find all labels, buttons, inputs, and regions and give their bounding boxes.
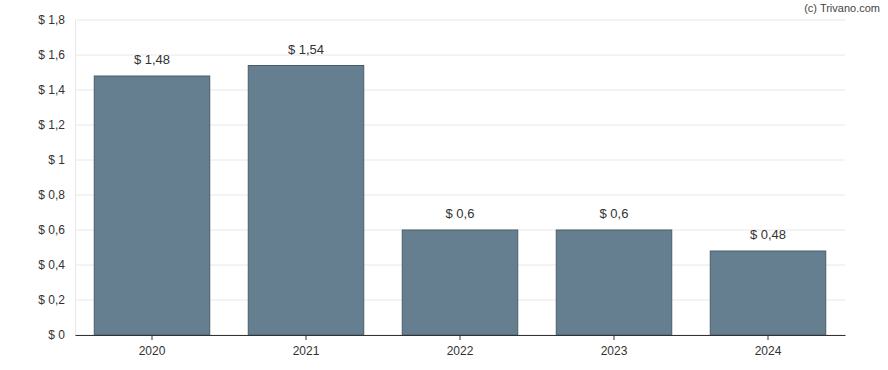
y-tick-label: $ 1,2 (38, 118, 65, 132)
bar (402, 230, 518, 335)
x-tick: 2024 (755, 335, 782, 358)
x-tick: 2023 (601, 335, 628, 358)
bar (556, 230, 672, 335)
x-tick-mark (152, 335, 153, 340)
data-label: $ 1,48 (134, 52, 170, 67)
y-tick-label: $ 0 (48, 328, 65, 342)
credit: (c) Trivano.com (804, 2, 880, 14)
x-tick-label: 2024 (755, 344, 782, 358)
y-tick: $ 1,2 (38, 118, 75, 132)
x-tick-mark (614, 335, 615, 340)
y-tick: $ 0,4 (38, 258, 75, 272)
y-tick-label: $ 1,6 (38, 48, 65, 62)
y-tick-label: $ 1 (48, 153, 65, 167)
y-tick: $ 1,4 (38, 83, 75, 97)
y-tick-label: $ 0,2 (38, 293, 65, 307)
x-tick-label: 2020 (139, 344, 166, 358)
y-tick-label: $ 1,4 (38, 83, 65, 97)
bars (94, 66, 826, 336)
bar (248, 66, 364, 336)
y-tick: $ 0,6 (38, 223, 75, 237)
data-label: $ 0,48 (750, 227, 786, 242)
chart: $ 0 $ 0,2 $ 0,4 $ 0,6 $ 0,8 $ 1 $ 1,2 $ 1,4 $ 1,… (0, 0, 888, 370)
x-tick-label: 2022 (447, 344, 474, 358)
x-axis: 2020 2021 2022 2023 2024 (76, 335, 846, 358)
y-axis: $ 0 $ 0,2 $ 0,4 $ 0,6 $ 0,8 $ 1 $ 1,2 $ 1,4 $ 1,… (38, 13, 75, 342)
x-tick-label: 2021 (293, 344, 320, 358)
y-tick: $ 0,2 (38, 293, 75, 307)
y-tick: $ 1,6 (38, 48, 75, 62)
x-tick-label: 2023 (601, 344, 628, 358)
y-axis-line (75, 21, 76, 336)
y-tick: $ 0 (48, 328, 75, 342)
data-label: $ 0,6 (446, 206, 475, 221)
x-tick: 2020 (139, 335, 166, 358)
bar (710, 251, 826, 335)
data-labels: $ 1,48 $ 1,54 $ 0,6 $ 0,6 $ 0,48 (134, 42, 786, 243)
y-tick: $ 1,8 (38, 13, 75, 27)
data-label: $ 1,54 (288, 42, 324, 57)
y-tick-label: $ 0,4 (38, 258, 65, 272)
y-tick-label: $ 0,8 (38, 188, 65, 202)
x-tick: 2021 (293, 335, 320, 358)
y-tick: $ 0,8 (38, 188, 75, 202)
x-tick: 2022 (447, 335, 474, 358)
data-label: $ 0,6 (600, 206, 629, 221)
bar (94, 76, 210, 335)
x-tick-mark (306, 335, 307, 340)
y-tick: $ 1 (48, 153, 75, 167)
x-tick-mark (768, 335, 769, 340)
grid-line (75, 20, 845, 21)
x-tick-mark (460, 335, 461, 340)
y-tick-label: $ 1,8 (38, 13, 65, 27)
y-tick-label: $ 0,6 (38, 223, 65, 237)
grid (75, 20, 845, 335)
grid-line (75, 55, 845, 56)
